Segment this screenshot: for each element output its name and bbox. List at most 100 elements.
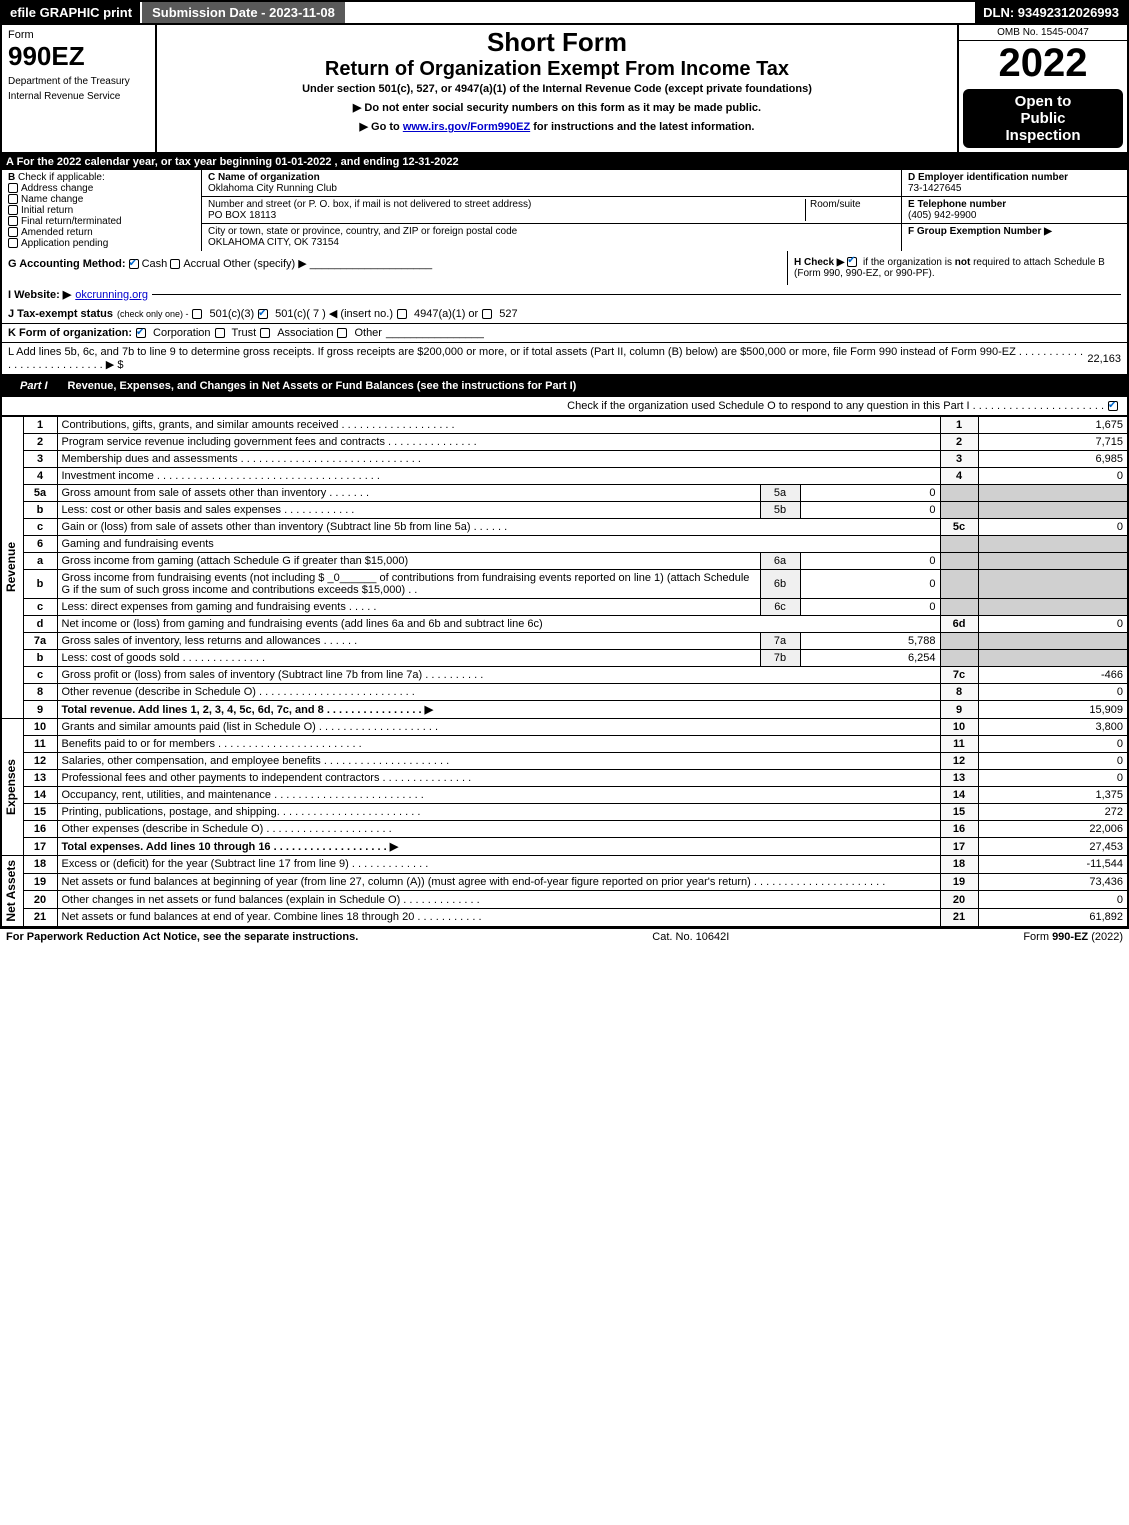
line-num: b [23,570,57,599]
table-row: 12Salaries, other compensation, and empl… [1,753,1128,770]
table-row: cLess: direct expenses from gaming and f… [1,599,1128,616]
colb-item-0: Address change [21,183,93,194]
irs-link[interactable]: www.irs.gov/Form990EZ [403,121,530,133]
line-num: 17 [23,838,57,856]
tel-label: E Telephone number [908,199,1006,210]
org-name: Oklahoma City Running Club [208,183,337,194]
colb-check-1[interactable] [8,194,18,204]
table-row: 4Investment income . . . . . . . . . . .… [1,468,1128,485]
4947-checkbox[interactable] [397,309,407,319]
line-desc: Less: direct expenses from gaming and fu… [57,599,760,616]
part1-checkbox[interactable] [1108,401,1118,411]
line-amount: 0 [978,753,1128,770]
page-footer: For Paperwork Reduction Act Notice, see … [0,927,1129,945]
other-opt: Other (specify) ▶ [223,258,307,270]
527-checkbox[interactable] [482,309,492,319]
line-amount: 272 [978,804,1128,821]
table-row: aGross income from gaming (attach Schedu… [1,553,1128,570]
sub-val: 0 [800,570,940,599]
other-checkbox[interactable] [337,328,347,338]
room-label: Room/suite [810,199,861,210]
line-desc: Gross profit or (loss) from sales of inv… [57,667,940,684]
table-row: bLess: cost of goods sold . . . . . . . … [1,650,1128,667]
street: PO BOX 18113 [208,210,276,221]
line-code: 1 [940,417,978,434]
colb-check-4[interactable] [8,227,18,237]
line-code: 2 [940,434,978,451]
colb-check-2[interactable] [8,205,18,215]
line-amount [978,536,1128,553]
line-amount: 0 [978,891,1128,909]
section-label-rev: Revenue [2,538,20,596]
website-link[interactable]: okcrunning.org [75,289,148,301]
accrual-checkbox[interactable] [170,259,180,269]
efile-print[interactable]: efile GRAPHIC print [2,2,140,23]
line-desc: Professional fees and other payments to … [57,770,940,787]
street-label: Number and street (or P. O. box, if mail… [208,199,531,210]
line-amount: 0 [978,684,1128,701]
open2: Public [967,110,1119,127]
line-code: 18 [940,856,978,874]
line-amount: 15,909 [978,701,1128,719]
line-amount: 73,436 [978,873,1128,891]
line-num: a [23,553,57,570]
instruct-goto: ▶ Go to www.irs.gov/Form990EZ for instru… [167,120,947,133]
table-row: Expenses10Grants and similar amounts pai… [1,719,1128,736]
line-num: 19 [23,873,57,891]
line-code [940,553,978,570]
line-amount [978,485,1128,502]
table-row: 20Other changes in net assets or fund ba… [1,891,1128,909]
line-desc: Other revenue (describe in Schedule O) .… [57,684,940,701]
tel: (405) 942-9900 [908,210,976,221]
line-amount: 3,800 [978,719,1128,736]
sub-val: 0 [800,502,940,519]
cash-opt: Cash [142,258,168,270]
line-amount: 1,375 [978,787,1128,804]
table-row: 14Occupancy, rent, utilities, and mainte… [1,787,1128,804]
part1-desc: Revenue, Expenses, and Changes in Net As… [68,380,577,392]
j-sub: (check only one) - [117,309,189,319]
j-label: J Tax-exempt status [8,308,113,320]
line-code: 4 [940,468,978,485]
line-desc: Gross income from gaming (attach Schedul… [57,553,760,570]
501c3-checkbox[interactable] [192,309,202,319]
line-amount [978,633,1128,650]
table-row: 17Total expenses. Add lines 10 through 1… [1,838,1128,856]
colb-check-5[interactable] [8,238,18,248]
trust-checkbox[interactable] [215,328,225,338]
col-b-label: B [8,172,15,183]
row-g: G Accounting Method: Cash Accrual Other … [2,251,787,285]
h-checkbox[interactable] [847,257,857,267]
line-num: 11 [23,736,57,753]
line-amount: 0 [978,519,1128,536]
line-code: 10 [940,719,978,736]
line-desc: Net assets or fund balances at beginning… [57,873,940,891]
col-c: C Name of organization Oklahoma City Run… [202,170,902,251]
h-text2: if the organization is [863,257,955,268]
line-code: 6d [940,616,978,633]
colb-check-0[interactable] [8,183,18,193]
table-row: 11Benefits paid to or for members . . . … [1,736,1128,753]
line-code: 12 [940,753,978,770]
line-code: 14 [940,787,978,804]
form-number: 990EZ [8,41,149,72]
line-amount [978,502,1128,519]
line-desc: Net income or (loss) from gaming and fun… [57,616,940,633]
row-k: K Form of organization: Corporation Trus… [0,324,1129,343]
line-code: 3 [940,451,978,468]
colb-check-3[interactable] [8,216,18,226]
sub-val: 6,254 [800,650,940,667]
corp-checkbox[interactable] [136,328,146,338]
line-amount: 0 [978,770,1128,787]
line-desc: Program service revenue including govern… [57,434,940,451]
line-num: 2 [23,434,57,451]
assoc-checkbox[interactable] [260,328,270,338]
cash-checkbox[interactable] [129,259,139,269]
table-row: 21Net assets or fund balances at end of … [1,908,1128,926]
501c3: 501(c)(3) [209,308,254,320]
line-desc: Investment income . . . . . . . . . . . … [57,468,940,485]
part1-header: Part I Revenue, Expenses, and Changes in… [0,375,1129,397]
501c-checkbox[interactable] [258,309,268,319]
line-num: 18 [23,856,57,874]
corp: Corporation [153,327,210,339]
